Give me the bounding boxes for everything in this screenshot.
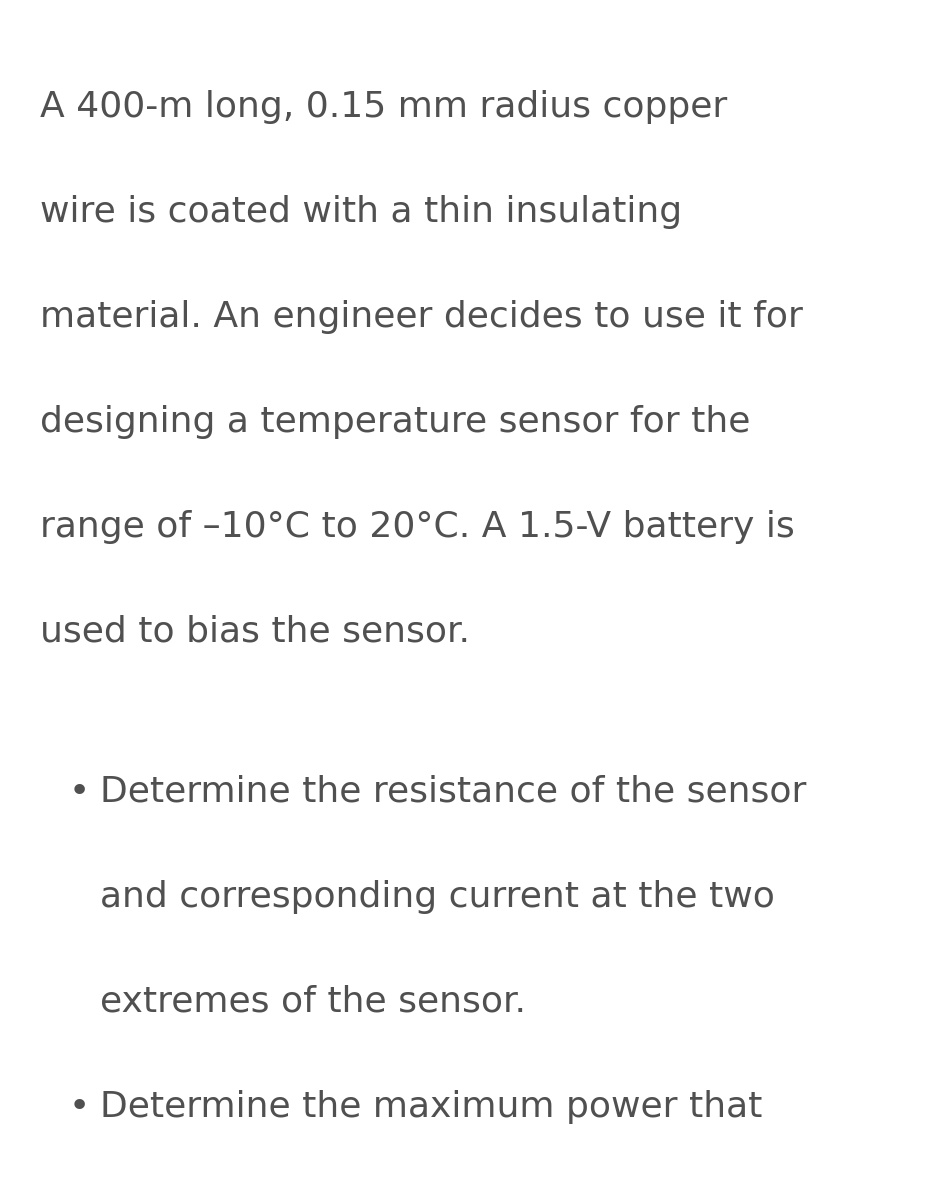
Text: Determine the resistance of the sensor: Determine the resistance of the sensor	[100, 775, 806, 809]
Text: range of –10°C to 20°C. A 1.5-V battery is: range of –10°C to 20°C. A 1.5-V battery …	[40, 511, 795, 544]
Text: extremes of the sensor.: extremes of the sensor.	[100, 985, 526, 1019]
Text: A 400-m long, 0.15 mm radius copper: A 400-m long, 0.15 mm radius copper	[40, 90, 728, 124]
Text: designing a temperature sensor for the: designing a temperature sensor for the	[40, 405, 750, 439]
Text: wire is coated with a thin insulating: wire is coated with a thin insulating	[40, 195, 682, 228]
Text: •: •	[68, 1090, 89, 1125]
Text: used to bias the sensor.: used to bias the sensor.	[40, 615, 470, 649]
Text: material. An engineer decides to use it for: material. An engineer decides to use it …	[40, 300, 803, 334]
Text: and corresponding current at the two: and corresponding current at the two	[100, 879, 775, 914]
Text: Determine the maximum power that: Determine the maximum power that	[100, 1090, 763, 1125]
Text: •: •	[68, 775, 89, 809]
